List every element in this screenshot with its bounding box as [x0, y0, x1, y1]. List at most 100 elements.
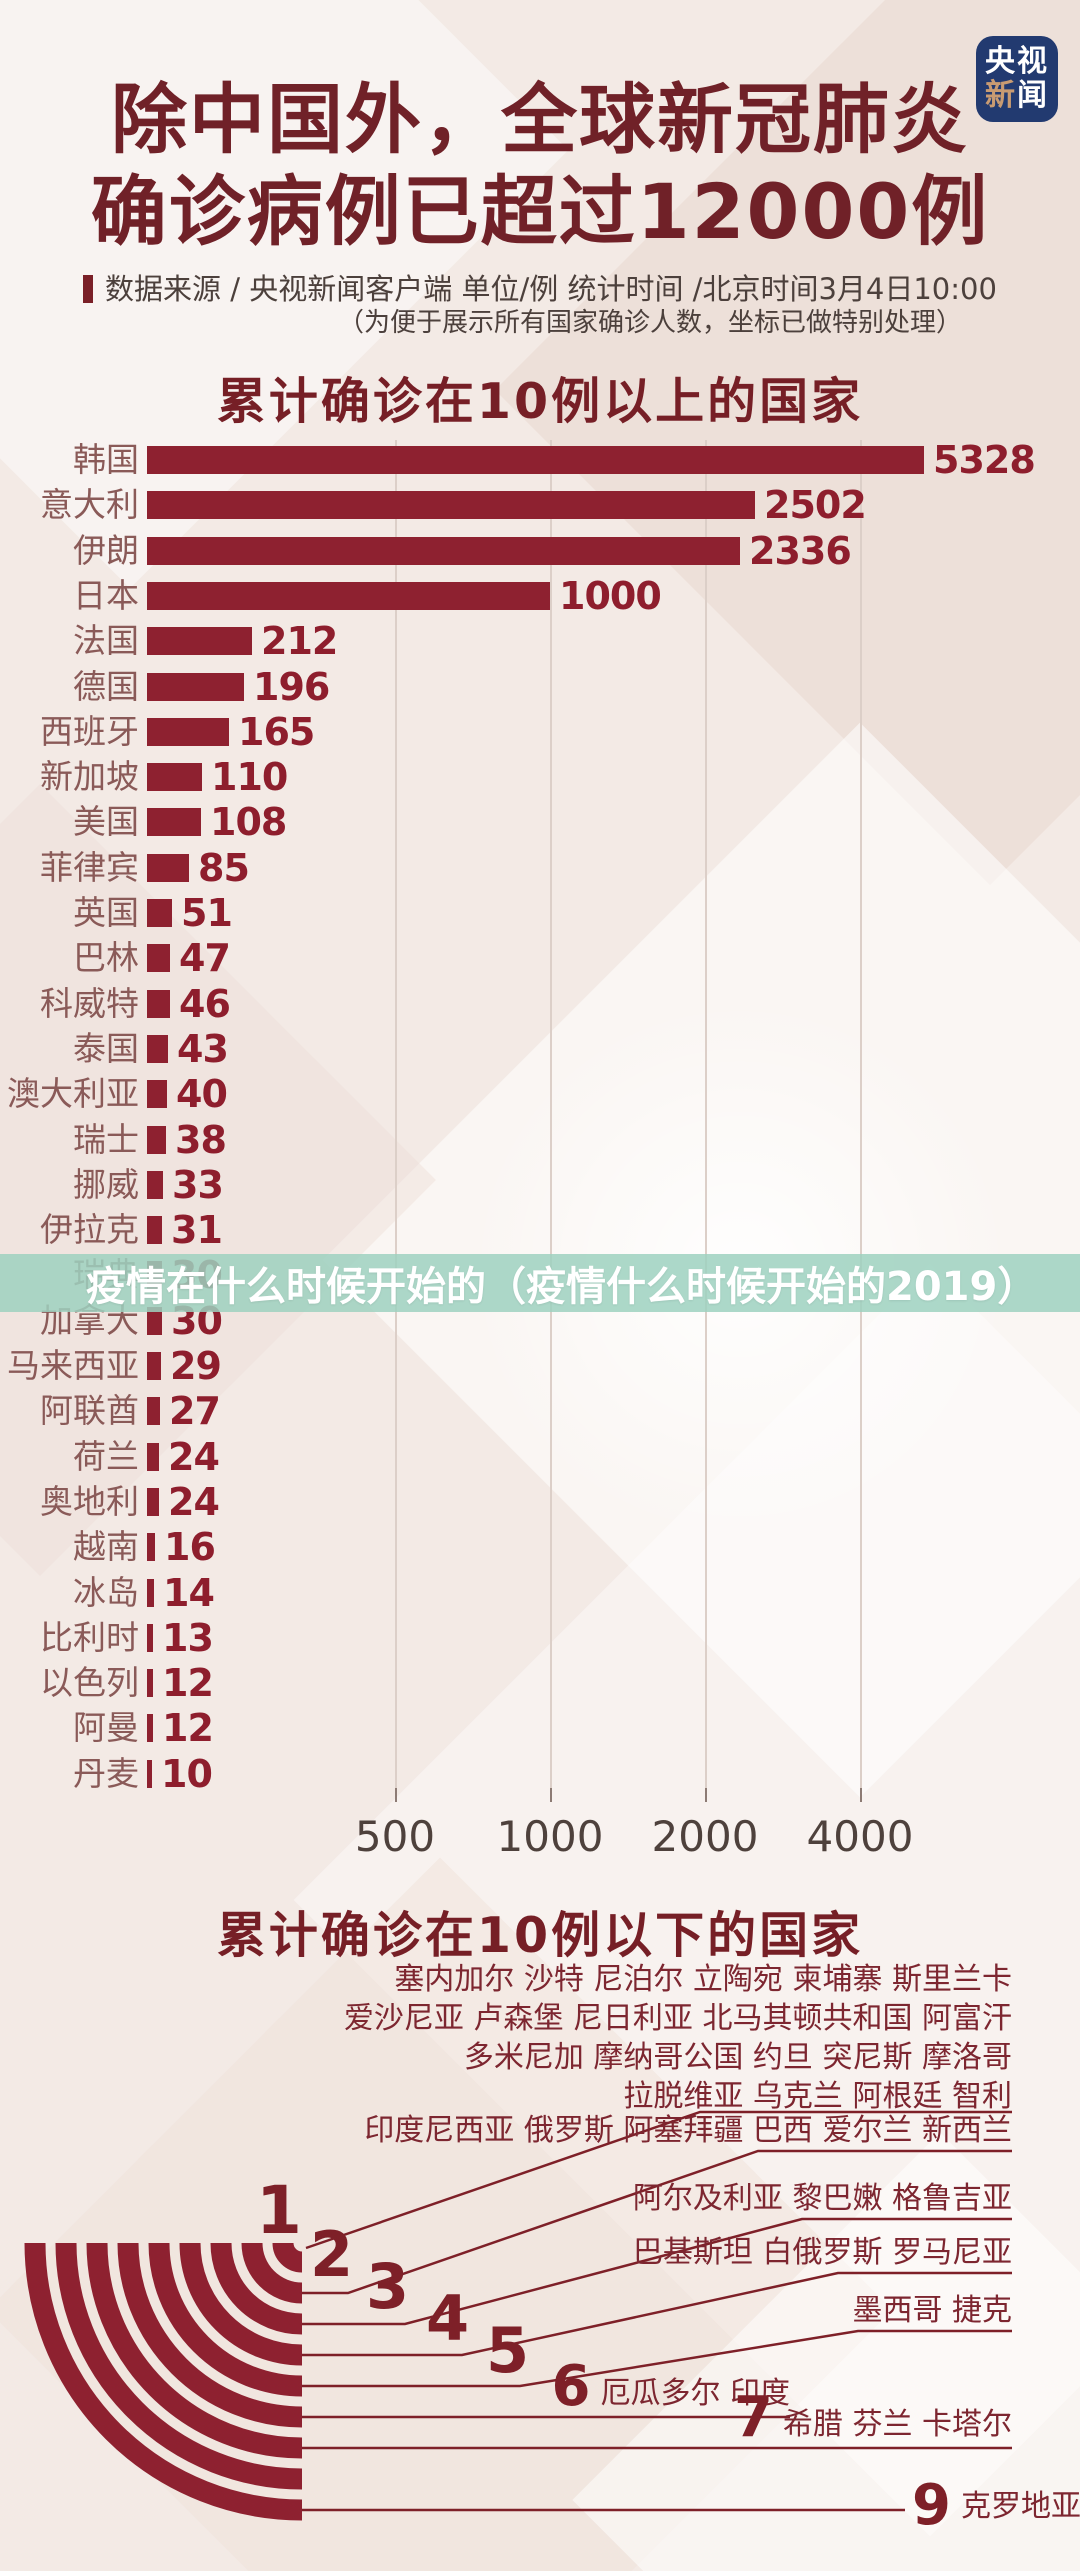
country-label: 泰国: [73, 1028, 139, 1068]
country-value: 38: [175, 1117, 227, 1162]
country-label: 丹麦: [73, 1753, 139, 1793]
logo-line2: 新闻: [985, 79, 1049, 113]
watermark-banner: 疫情在什么时候开始的（疫情什么时候开始的2019）: [0, 1254, 1080, 1312]
country-label: 伊拉克: [40, 1210, 139, 1250]
source-text: 数据来源 / 央视新闻客户端 单位/例 统计时间 /北京时间3月4日10:00: [105, 272, 997, 306]
axis-tick-label: 1000: [496, 1812, 604, 1861]
country-bar: [147, 944, 170, 973]
country-bar: [147, 1533, 155, 1562]
chart-row: 挪威 33: [0, 1165, 1080, 1205]
country-label: 意大利: [40, 485, 139, 525]
country-bar: [147, 989, 170, 1018]
bar-chart: 500 1000 2000 4000 韩国 5328 意大利 2502 伊朗 2336 日本 1000…: [0, 438, 1080, 1861]
country-bar: [147, 1125, 166, 1154]
chart-row: 阿曼 12: [0, 1708, 1080, 1748]
group6-countries: 厄瓜多尔 印度: [600, 2376, 790, 2411]
group5-countries: 墨西哥 捷克: [852, 2293, 1012, 2328]
country-value: 31: [171, 1208, 223, 1253]
chart-row: 荷兰 24: [0, 1437, 1080, 1477]
country-bar: [147, 627, 252, 656]
country-bar: [147, 1623, 153, 1652]
concentric-arcs: [24, 2242, 303, 2521]
country-label: 新加坡: [40, 757, 139, 797]
country-bar: [147, 1306, 162, 1335]
country-label: 奥地利: [40, 1481, 139, 1521]
axis-tick: [705, 1788, 707, 1802]
country-value: 33: [172, 1162, 224, 1207]
country-label: 伊朗: [73, 530, 139, 570]
country-label: 英国: [73, 893, 139, 932]
country-value: 12: [162, 1706, 214, 1751]
group1-countries-line2: 爱沙尼亚 卢森堡 尼日利亚 北马其顿共和国 阿富汗: [343, 2001, 1012, 2036]
country-value: 108: [210, 800, 287, 845]
country-bar: [147, 1442, 159, 1471]
group9-countries: 克罗地亚: [960, 2489, 1080, 2524]
country-value: 24: [168, 1434, 220, 1479]
chart-row: 阿联酋 27: [0, 1391, 1080, 1431]
chart-row: 意大利 2502: [0, 485, 1080, 525]
country-label: 比利时: [40, 1617, 139, 1657]
country-bar: [147, 763, 202, 792]
country-label: 挪威: [73, 1164, 139, 1204]
country-bar: [147, 853, 189, 882]
gridline: [705, 440, 707, 1790]
country-value: 46: [179, 981, 231, 1026]
chart-row: 科威特 46: [0, 984, 1080, 1024]
data-source-line: 数据来源 / 央视新闻客户端 单位/例 统计时间 /北京时间3月4日10:00: [0, 266, 1080, 308]
country-bar: [147, 1216, 162, 1245]
source-marker: [83, 275, 94, 303]
country-label: 马来西亚: [7, 1346, 139, 1385]
title-line2: 确诊病例已超过12000例: [90, 167, 990, 256]
group4-countries: 巴基斯坦 白俄罗斯 罗马尼亚: [632, 2235, 1012, 2270]
country-bar: [147, 1170, 163, 1199]
country-label: 西班牙: [40, 711, 139, 751]
country-bar: [147, 536, 740, 565]
chart-row: 英国 51: [0, 893, 1080, 933]
chart-row: 越南 16: [0, 1527, 1080, 1567]
chart-row: 西班牙 165: [0, 712, 1080, 752]
chart-row: 新加坡 110: [0, 757, 1080, 797]
country-value: 196: [253, 664, 330, 709]
country-label: 日本: [73, 575, 139, 615]
country-bar: [147, 1714, 153, 1743]
logo-line1: 央视: [985, 44, 1049, 79]
country-bar: [147, 581, 550, 610]
gridline: [395, 440, 397, 1790]
group6-row: 6 厄瓜多尔 印度: [551, 2359, 790, 2415]
chart-row: 澳大利亚 40: [0, 1074, 1080, 1114]
group1-countries-line4: 拉脱维亚 乌克兰 阿根廷 智利: [623, 2079, 1012, 2114]
country-value: 212: [261, 619, 338, 664]
country-bar: [147, 1578, 154, 1607]
gridline: [860, 440, 862, 1790]
axis-tick: [860, 1788, 862, 1802]
count-label-5: 5: [486, 2314, 530, 2387]
country-bar: [147, 1034, 168, 1063]
group1-countries-line1: 塞内加尔 沙特 尼泊尔 立陶宛 柬埔寨 斯里兰卡: [394, 1962, 1012, 1997]
logo-char-wen: 闻: [1017, 78, 1049, 113]
chart-row: 马来西亚 29: [0, 1346, 1080, 1386]
country-label: 澳大利亚: [7, 1074, 139, 1114]
country-bar: [147, 899, 172, 927]
country-value: 5328: [933, 438, 1036, 482]
country-bar: [147, 717, 229, 746]
country-bar: [147, 808, 201, 837]
country-label: 美国: [73, 802, 139, 842]
logo-char-xin: 新: [985, 78, 1017, 113]
country-value: 13: [162, 1615, 214, 1660]
country-label: 菲律宾: [40, 847, 139, 887]
country-value: 14: [163, 1570, 215, 1615]
chart-row: 德国 196: [0, 667, 1080, 707]
section2-title: 累计确诊在10例以下的国家: [216, 1907, 864, 1964]
section1-title: 累计确诊在10例以上的国家: [216, 373, 864, 430]
country-bar: [147, 672, 244, 701]
country-value: 2336: [749, 528, 852, 573]
country-label: 法国: [73, 621, 139, 661]
country-bar: [147, 1352, 161, 1380]
group7-row: 7 希腊 芬兰 卡塔尔: [734, 2390, 1012, 2446]
chart-row: 伊朗 2336: [0, 531, 1080, 571]
title-line1: 除中国外，全球新冠肺炎: [111, 75, 969, 164]
country-value: 110: [211, 755, 288, 800]
country-value: 40: [176, 1072, 228, 1117]
chart-row: 美国 108: [0, 802, 1080, 842]
